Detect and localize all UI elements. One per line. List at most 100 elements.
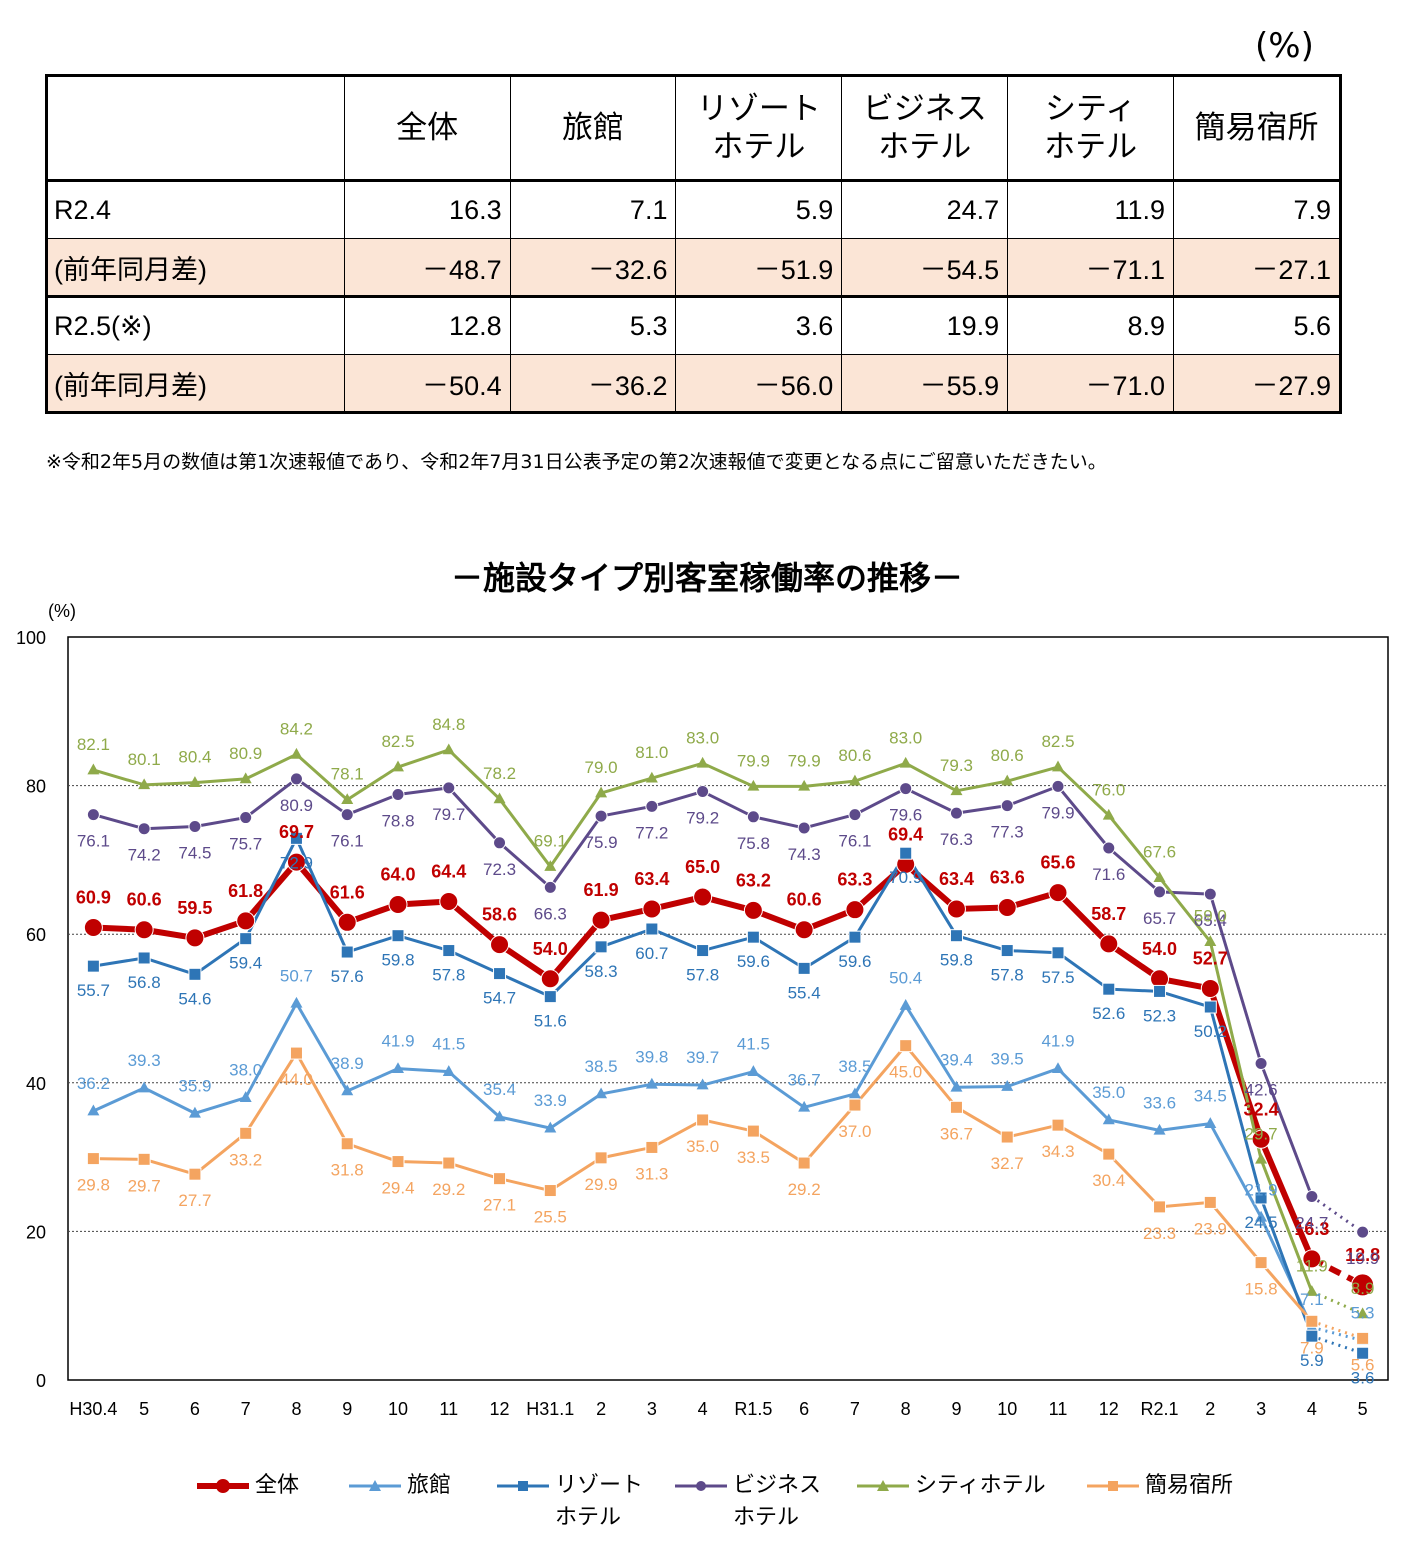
data-label: 79.2 [686,809,719,828]
data-label: 35.4 [483,1080,516,1099]
data-point [798,779,811,791]
data-point [1052,760,1064,772]
table-unit-label: (%) [1255,26,1314,66]
data-point [1204,935,1217,946]
data-point [746,930,760,944]
table-cell: －27.9 [1173,354,1341,413]
x-tick-label: R2.1 [1141,1399,1179,1419]
data-label: 25.5 [534,1208,567,1227]
data-point [87,1104,100,1116]
table-cell: －56.0 [675,354,843,413]
x-tick-label: 10 [388,1399,408,1419]
data-point [1203,1000,1217,1014]
data-point [86,808,100,822]
x-tick-label: 6 [190,1399,200,1419]
data-label: 69.4 [888,824,923,844]
data-label: 75.9 [585,833,618,852]
data-label: 65.6 [1040,853,1075,873]
table-row: (前年同月差) －48.7 －32.6 －51.9 －54.5 －71.1 －2… [46,238,1341,297]
data-label: 60.7 [635,944,668,963]
data-label: 80.6 [838,746,871,765]
data-point [1305,1285,1318,1296]
data-point [1099,934,1119,954]
data-label: 36.7 [788,1070,821,1089]
data-point [949,929,963,943]
data-label: 38.9 [331,1054,364,1073]
x-tick-label: 9 [951,1399,961,1419]
data-point [188,1106,201,1118]
data-label: 34.5 [1194,1087,1227,1106]
data-label: 80.6 [991,746,1024,765]
data-point [949,1100,963,1114]
data-point [794,920,814,940]
x-tick-label: 2 [596,1399,606,1419]
data-point [848,1098,862,1112]
x-tick-label: 8 [901,1399,911,1419]
data-label: 69.1 [534,832,567,851]
data-point [341,1084,354,1096]
data-point [1051,946,1065,960]
data-label: 59.4 [229,954,262,973]
data-label: 61.9 [584,880,619,900]
data-label: 3.6 [1351,1368,1375,1387]
table-cell: 16.3 [343,179,511,239]
data-label: 75.8 [737,834,770,853]
data-point [239,811,253,825]
data-label: 51.6 [534,1012,567,1031]
table-cell: －32.6 [509,238,677,297]
data-label: 57.8 [991,966,1024,985]
data-label: 61.8 [228,881,263,901]
data-point [493,1172,507,1186]
data-label: 7.1 [1300,1290,1324,1309]
data-label: 19.9 [1346,1249,1379,1268]
data-label: 41.9 [1041,1032,1074,1051]
data-point [645,1140,659,1154]
legend-label: 旅館 [407,1473,452,1498]
data-label: 41.5 [737,1035,770,1054]
data-label: 69.7 [279,822,314,842]
data-label: 79.9 [788,751,821,770]
data-label: 7.9 [1300,1338,1324,1357]
data-label: 77.2 [635,823,668,842]
data-point [899,846,913,860]
x-tick-label: 10 [997,1399,1017,1419]
legend-swatch [857,1480,909,1491]
data-point [341,793,354,805]
table-cell: －50.4 [343,354,511,413]
legend-label: リゾート ホテル [555,1473,644,1530]
data-point [392,760,404,772]
data-label: 35.9 [178,1076,211,1095]
data-label: 67.6 [1143,843,1176,862]
data-label: 16.3 [1294,1219,1329,1239]
data-point [493,836,507,850]
x-tick-label: H30.4 [69,1399,117,1419]
data-point [490,935,510,955]
data-point [693,887,713,907]
data-point [1356,1346,1370,1360]
data-label: 75.7 [229,835,262,854]
data-point [1251,1129,1271,1149]
data-point [997,897,1017,917]
data-label: 39.4 [940,1050,973,1069]
data-point [899,1039,913,1053]
data-point [696,1113,710,1127]
data-point [798,1100,811,1112]
x-tick-label: R1.5 [734,1399,772,1419]
x-tick-label: 2 [1205,1399,1215,1419]
data-point [442,1065,455,1076]
data-point [388,894,408,914]
data-point [1102,841,1116,855]
data-label: 35.0 [686,1137,719,1156]
data-label: 76.1 [331,832,364,851]
data-point [1001,774,1014,786]
data-label: 59.6 [737,952,770,971]
data-label: 24.7 [1295,1213,1328,1232]
data-point [86,959,100,973]
data-label: 54.0 [533,939,568,959]
row-label: (前年同月差) [46,238,345,297]
data-point [1204,1117,1217,1128]
data-label: 29.7 [1245,1124,1278,1143]
table-cell: －51.9 [675,238,843,297]
data-label: 59.5 [177,898,212,918]
data-point [950,784,963,796]
